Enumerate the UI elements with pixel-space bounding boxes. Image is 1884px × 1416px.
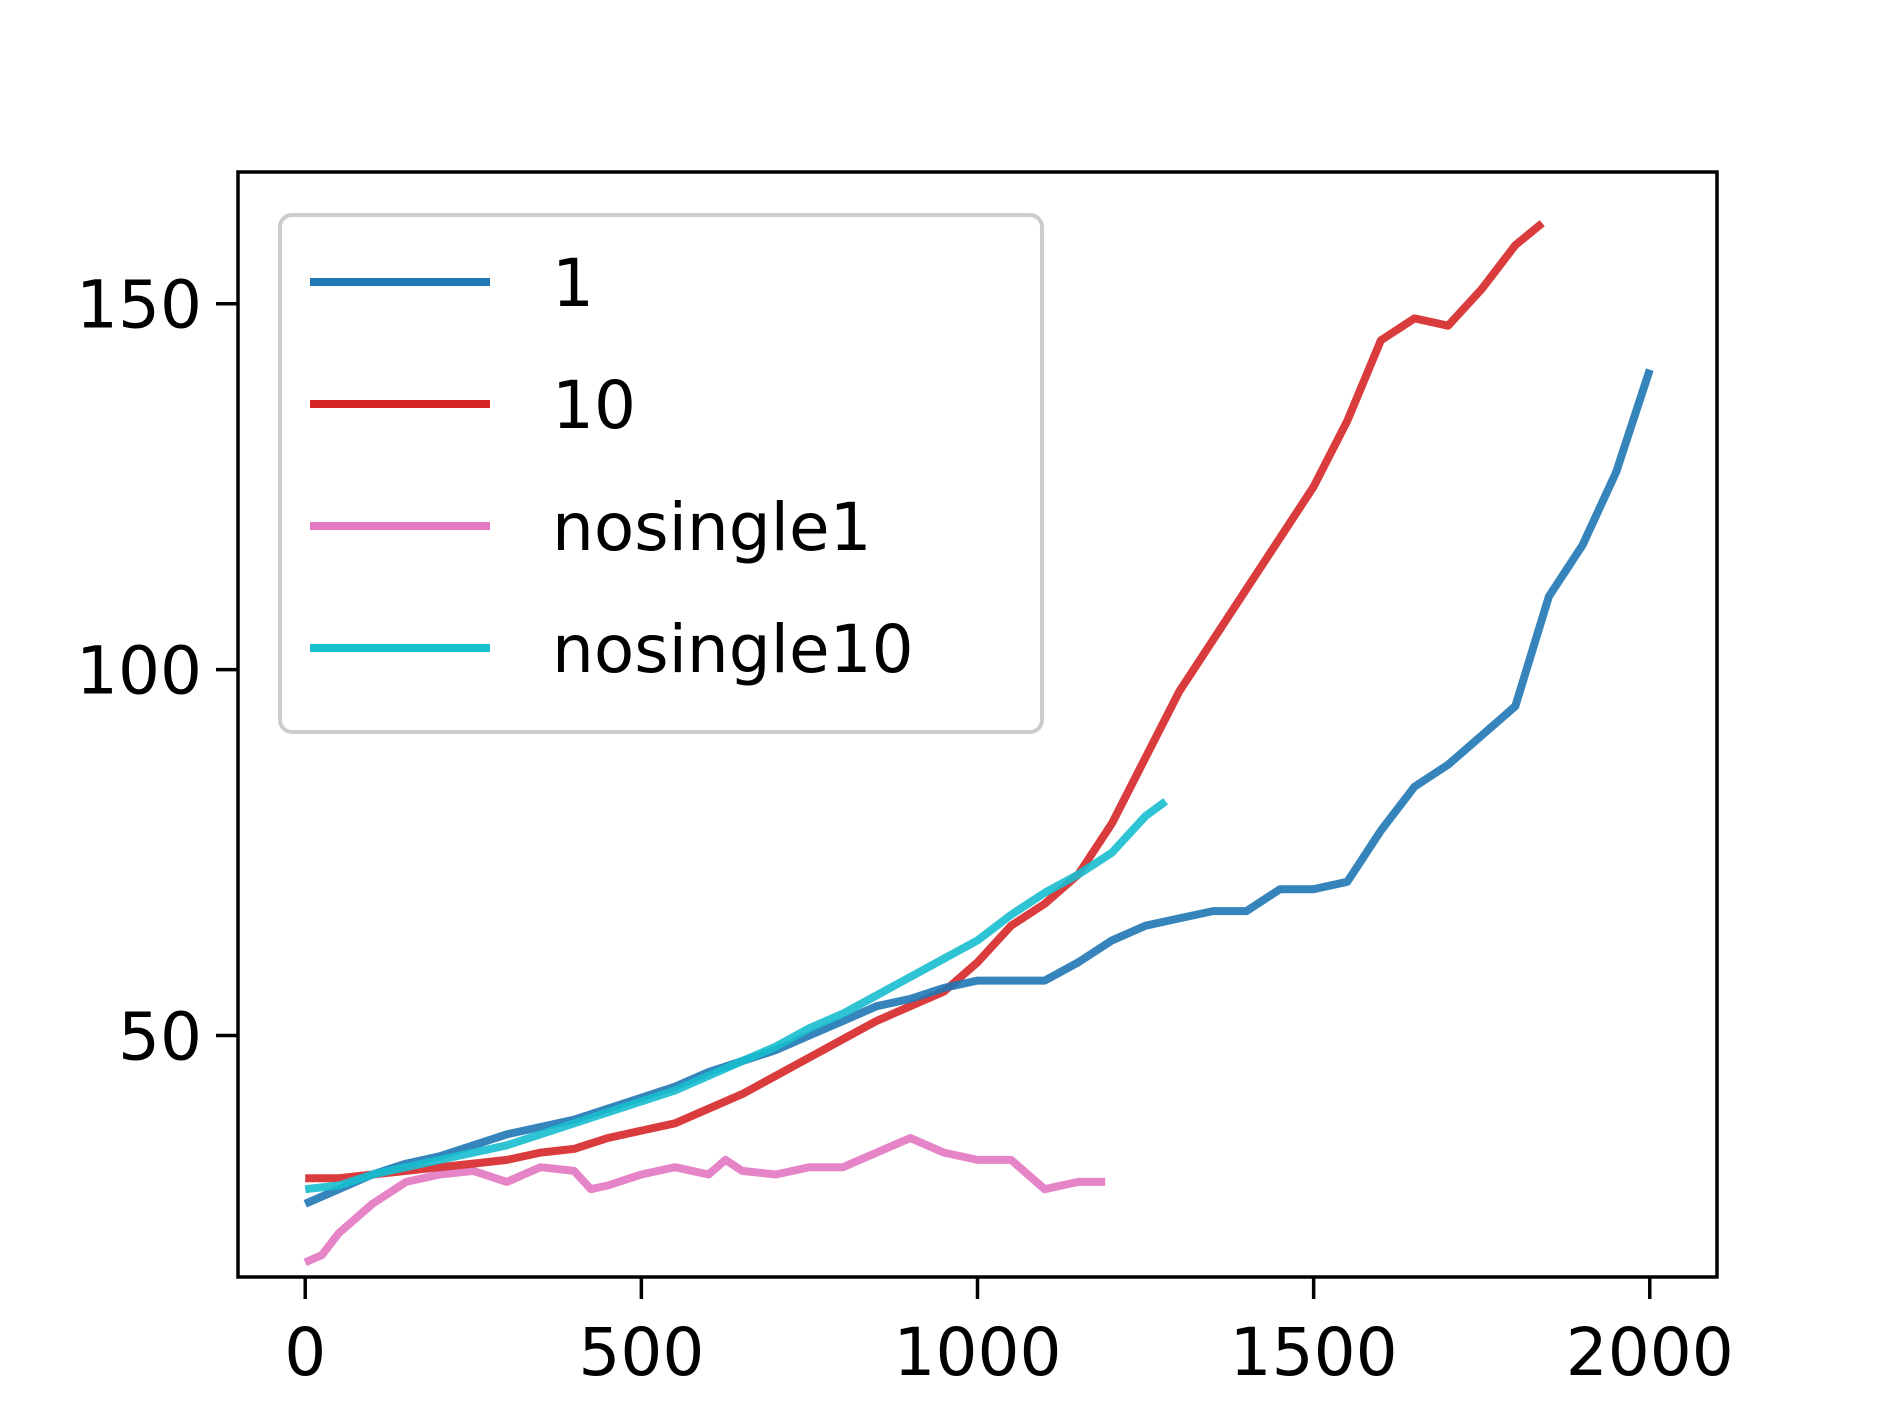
y-tick-label: 100 xyxy=(76,633,202,710)
x-tick-label: 1500 xyxy=(1230,1314,1398,1391)
axes: 0 500 1000 1500 2000 50 100 150 xyxy=(76,267,1734,1391)
legend-label-nosingle10: nosingle10 xyxy=(552,611,914,688)
y-tick-label: 50 xyxy=(118,999,202,1076)
series-layer xyxy=(303,220,1654,1267)
series-line-nosingle10 xyxy=(304,798,1169,1194)
series-line-1 xyxy=(303,368,1654,1208)
legend: 1 10 nosingle1 nosingle10 xyxy=(278,213,1044,734)
legend-label-1: 1 xyxy=(552,245,594,322)
series-line-10 xyxy=(305,220,1545,1183)
series-line-nosingle1 xyxy=(303,1134,1106,1267)
x-tick-label: 2000 xyxy=(1566,1314,1734,1391)
legend-label-10: 10 xyxy=(552,367,636,444)
x-tick-label: 0 xyxy=(284,1314,326,1391)
legend-label-nosingle1: nosingle1 xyxy=(552,489,872,566)
y-tick-label: 150 xyxy=(76,267,202,344)
legend-box xyxy=(278,213,1044,734)
x-tick-label: 500 xyxy=(578,1314,704,1391)
x-tick-label: 1000 xyxy=(894,1314,1062,1391)
